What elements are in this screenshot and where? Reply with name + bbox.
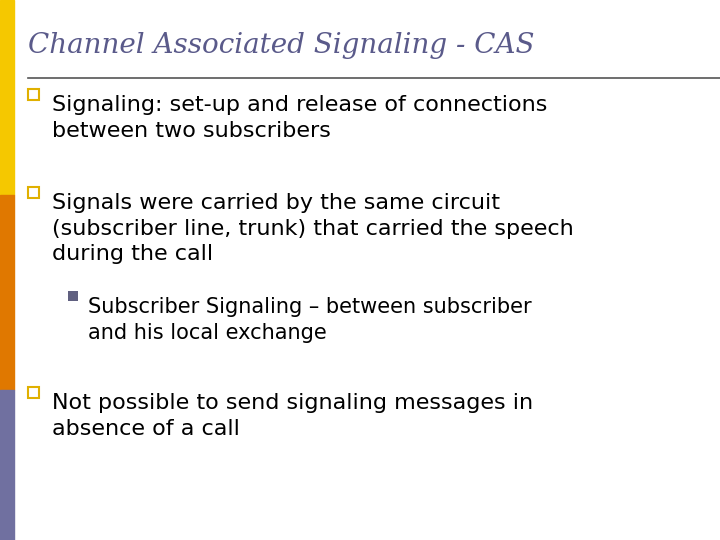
Bar	[0, 390, 14, 540]
Bar	[28, 387, 39, 398]
Bar	[68, 291, 78, 301]
Bar	[28, 187, 39, 198]
Text: Signals were carried by the same circuit
(subscriber line, trunk) that carried t: Signals were carried by the same circuit…	[52, 193, 574, 264]
Text: Channel Associated Signaling - CAS: Channel Associated Signaling - CAS	[28, 32, 534, 59]
Text: Subscriber Signaling – between subscriber
and his local exchange: Subscriber Signaling – between subscribe…	[88, 297, 531, 342]
Bar	[0, 195, 14, 390]
Bar	[0, 0, 14, 195]
Bar	[28, 89, 39, 100]
Text: Not possible to send signaling messages in
absence of a call: Not possible to send signaling messages …	[52, 393, 533, 438]
Text: Signaling: set-up and release of connections
between two subscribers: Signaling: set-up and release of connect…	[52, 95, 547, 140]
